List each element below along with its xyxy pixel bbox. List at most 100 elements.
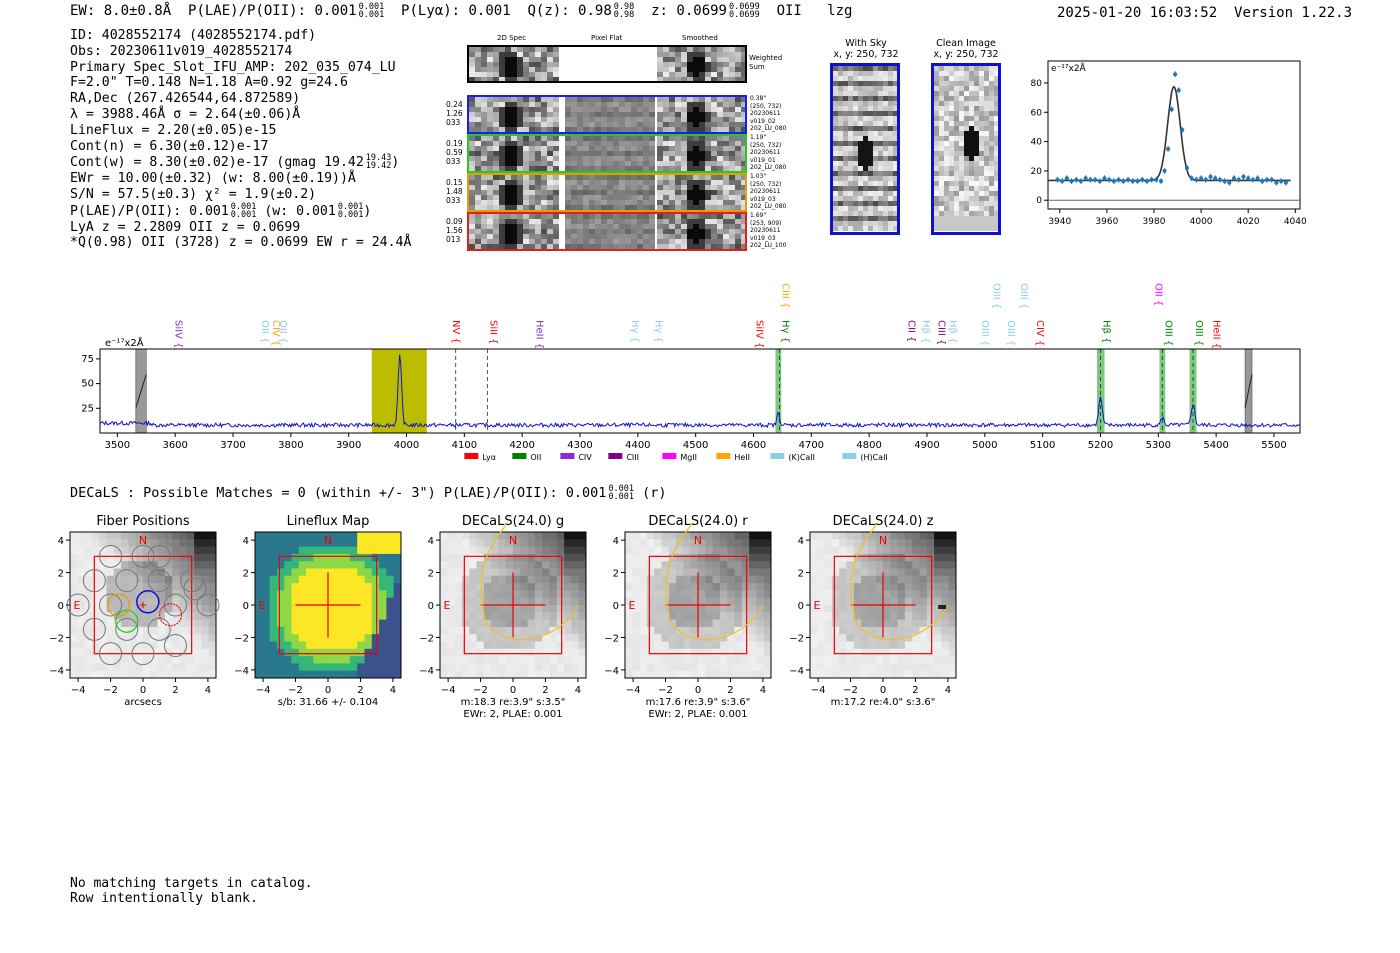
image-pixel <box>941 619 950 628</box>
pixel <box>853 171 858 176</box>
pixel <box>878 131 883 136</box>
pixel <box>637 219 643 224</box>
image-pixel <box>556 590 565 599</box>
fiber-circle <box>147 569 171 593</box>
image-pixel <box>143 532 151 540</box>
image-pixel <box>77 561 86 569</box>
image-pixel <box>926 612 935 621</box>
image-pixel <box>461 626 470 635</box>
pixel <box>858 151 863 156</box>
pixel <box>969 146 974 151</box>
pixel <box>939 181 944 186</box>
pixel <box>547 122 553 127</box>
pixel <box>493 234 499 239</box>
image-pixel <box>926 641 935 650</box>
image-pixel <box>578 670 587 679</box>
pixel <box>499 185 505 190</box>
pixel <box>481 141 487 146</box>
pixel <box>571 205 577 210</box>
pixel <box>717 151 723 156</box>
pixel <box>631 224 637 229</box>
image-pixel <box>386 656 395 664</box>
pixel <box>873 186 878 191</box>
image-pixel <box>157 670 166 679</box>
fiber-circle <box>99 593 123 617</box>
pixel <box>711 244 717 249</box>
pixel <box>729 141 735 146</box>
pixel <box>944 121 949 126</box>
pixel <box>878 206 883 211</box>
image-pixel <box>77 553 86 562</box>
pixel <box>663 52 669 57</box>
pixel <box>843 106 848 111</box>
pixel <box>994 176 998 181</box>
y-tick-label: −4 <box>49 666 64 677</box>
pixel <box>505 195 511 200</box>
info-plae-w-end: ) <box>363 203 372 219</box>
image-pixel <box>143 641 151 650</box>
image-pixel <box>625 634 633 642</box>
image-pixel <box>121 656 129 664</box>
pixel <box>954 91 959 96</box>
pixel <box>878 136 883 141</box>
image-pixel <box>194 590 202 599</box>
pixel <box>589 151 595 156</box>
image-pixel <box>269 648 278 657</box>
pixel <box>469 107 475 112</box>
pixel <box>493 219 499 224</box>
image-pixel <box>904 619 913 628</box>
pixel <box>853 191 858 196</box>
cutout-left-label: 0.59 <box>446 148 463 157</box>
image-pixel <box>654 575 662 584</box>
image-pixel <box>941 641 950 650</box>
pixel <box>481 97 487 102</box>
pixel <box>657 97 663 102</box>
image-pixel <box>364 590 373 599</box>
image-pixel <box>912 641 920 650</box>
pixel <box>964 131 969 136</box>
image-pixel <box>542 612 550 621</box>
pixel <box>631 97 637 102</box>
line-id-label: CIV { <box>270 320 281 346</box>
image-pixel <box>505 553 514 562</box>
pixel <box>959 221 964 226</box>
image-pixel <box>817 575 826 584</box>
pixel <box>475 234 481 239</box>
image-pixel <box>70 663 78 672</box>
data-point <box>1093 177 1098 182</box>
pixel <box>669 102 675 107</box>
cutout-row-left-labels: 0.15 1.48 033 <box>446 178 463 205</box>
pixel <box>873 141 878 146</box>
pixel <box>601 161 607 166</box>
pixel <box>487 156 493 161</box>
pixel <box>469 57 475 62</box>
image-pixel <box>756 670 765 679</box>
pixel <box>529 229 535 234</box>
pixel <box>535 180 541 185</box>
pixel <box>487 234 493 239</box>
image-pixel <box>919 663 928 672</box>
image-pixel <box>719 568 728 577</box>
image-pixel <box>919 583 928 591</box>
image-pixel <box>556 605 565 613</box>
pixel <box>625 239 631 244</box>
pixel <box>959 156 964 161</box>
image-pixel <box>186 546 195 555</box>
pixel <box>984 151 989 156</box>
pixel <box>535 47 541 52</box>
image-pixel <box>897 612 906 621</box>
image-pixel <box>578 612 587 621</box>
pixel <box>681 214 687 219</box>
pixel <box>583 185 589 190</box>
pixel <box>613 122 619 127</box>
image-pixel <box>164 656 173 664</box>
pixel <box>848 176 853 181</box>
pixel <box>523 244 529 249</box>
pixel <box>934 146 939 151</box>
pixel <box>619 117 625 122</box>
pixel <box>505 146 511 151</box>
pixel <box>571 136 577 141</box>
image-pixel <box>342 626 351 635</box>
image-pixel <box>868 539 877 548</box>
pixel <box>939 126 944 131</box>
